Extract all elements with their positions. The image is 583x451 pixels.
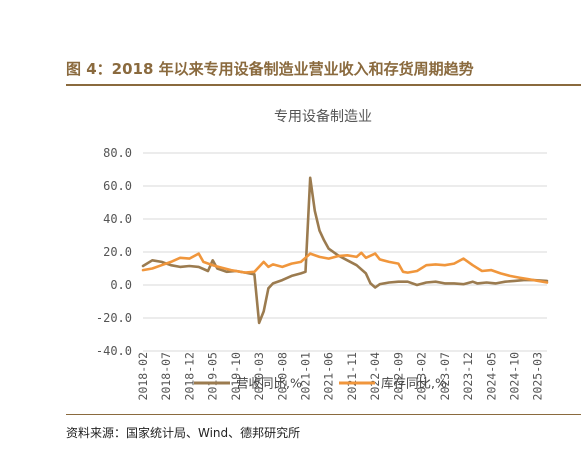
x-tick-label: 2023-02 [415, 352, 429, 400]
x-tick-label: 2021-11 [345, 352, 359, 401]
x-tick-label: 2021-06 [322, 352, 336, 401]
figure-title: 图 4：2018 年以来专用设备制造业营业收入和存货周期趋势 [66, 60, 474, 78]
x-tick-label: 2025-03 [531, 352, 545, 401]
y-tick-label: 80.0 [103, 146, 132, 160]
y-tick-label: 60.0 [103, 179, 132, 193]
y-tick-label: -40.0 [96, 344, 132, 358]
source-note: 资料来源：国家统计局、Wind、德邦研究所 [66, 426, 301, 440]
legend-inventory-label: 库存同比,% [381, 376, 447, 391]
x-tick-label: 2023-12 [461, 352, 475, 400]
x-tick-label: 2022-09 [391, 352, 405, 401]
x-tick-label: 2021-01 [299, 352, 313, 401]
x-tick-label: 2020-08 [275, 352, 289, 401]
x-tick-label: 2019-05 [206, 352, 220, 400]
y-tick-label: 40.0 [103, 212, 132, 226]
y-tick-label: 20.0 [103, 245, 132, 259]
x-tick-label: 2020-03 [252, 352, 266, 401]
x-tick-label: 2019-10 [229, 352, 243, 401]
y-tick-label: 0.0 [110, 278, 132, 292]
title-rule [66, 84, 581, 86]
y-tick-label: -20.0 [96, 311, 132, 325]
x-tick-label: 2024-05 [484, 352, 498, 400]
series-line-revenue [141, 176, 549, 325]
chart-title: 专用设备制造业 [274, 108, 372, 125]
x-tick-label: 2018-12 [182, 352, 196, 400]
series-line-inventory [141, 251, 549, 284]
x-tick-label: 2022-04 [368, 352, 382, 401]
x-tick-label: 2023-07 [438, 352, 452, 401]
legend-revenue-label: 营收同比,% [236, 376, 302, 391]
x-tick-label: 2018-02 [136, 352, 150, 400]
x-tick-label: 2024-10 [507, 352, 521, 401]
source-rule [66, 414, 581, 415]
x-tick-label: 2018-07 [159, 352, 173, 401]
chart-legend: 营收同比,% 库存同比,% [194, 376, 447, 391]
